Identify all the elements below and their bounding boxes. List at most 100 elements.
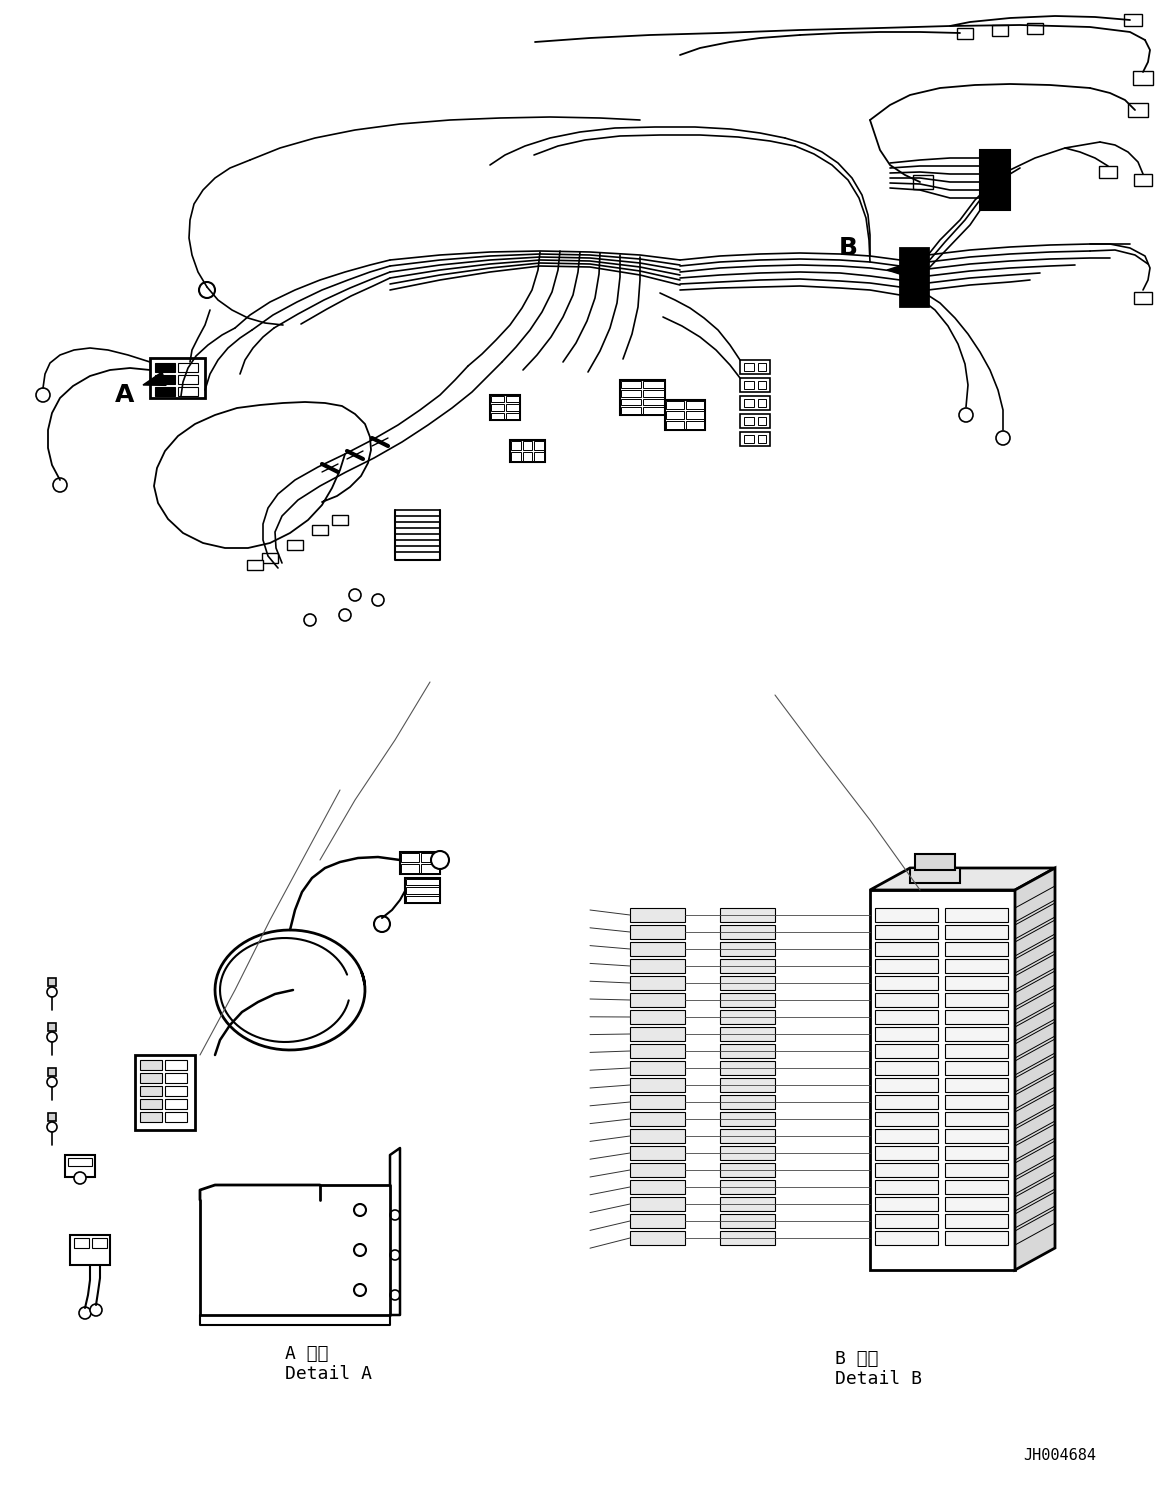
Bar xyxy=(178,375,198,384)
Bar xyxy=(665,400,705,430)
Bar xyxy=(744,381,754,388)
Circle shape xyxy=(959,408,973,423)
Bar xyxy=(1133,71,1153,85)
Bar xyxy=(957,27,973,39)
Bar xyxy=(135,1055,195,1129)
Bar xyxy=(1128,103,1148,118)
Bar xyxy=(630,1214,685,1228)
Bar xyxy=(165,1073,187,1083)
Bar xyxy=(630,1129,685,1143)
Bar xyxy=(1134,174,1153,186)
Bar xyxy=(946,976,1008,990)
Circle shape xyxy=(199,283,215,298)
Bar xyxy=(720,1231,775,1245)
Bar xyxy=(720,1196,775,1211)
Bar xyxy=(870,890,1015,1269)
Circle shape xyxy=(390,1210,400,1220)
Bar xyxy=(287,540,304,551)
Text: B: B xyxy=(839,237,858,260)
Bar xyxy=(643,381,664,388)
Bar xyxy=(946,942,1008,955)
Bar xyxy=(720,1027,775,1042)
Circle shape xyxy=(184,365,197,376)
Bar xyxy=(490,394,520,420)
Bar xyxy=(758,381,766,388)
Bar xyxy=(247,559,263,570)
Bar xyxy=(744,434,754,443)
Bar xyxy=(720,1061,775,1074)
Bar xyxy=(643,408,664,414)
Bar xyxy=(630,942,685,955)
Text: Detail B: Detail B xyxy=(835,1370,922,1388)
Circle shape xyxy=(47,987,57,997)
Circle shape xyxy=(47,1033,57,1042)
Bar xyxy=(405,878,440,903)
Bar xyxy=(946,958,1008,973)
Bar xyxy=(522,452,533,461)
Bar xyxy=(48,1113,56,1120)
Bar xyxy=(875,1027,939,1042)
Bar xyxy=(758,399,766,408)
Bar xyxy=(720,1180,775,1193)
Bar xyxy=(720,992,775,1007)
Bar xyxy=(178,363,198,372)
Bar xyxy=(491,412,504,420)
Bar xyxy=(875,1180,939,1193)
Bar xyxy=(621,381,642,388)
Bar xyxy=(331,515,348,525)
Bar xyxy=(720,1095,775,1109)
Bar xyxy=(140,1112,162,1122)
Bar xyxy=(946,1010,1008,1024)
Bar xyxy=(686,421,704,429)
Bar xyxy=(720,1045,775,1058)
Bar xyxy=(875,1095,939,1109)
Bar xyxy=(946,926,1008,939)
Bar xyxy=(875,1231,939,1245)
Bar xyxy=(630,1027,685,1042)
Bar xyxy=(875,976,939,990)
Bar xyxy=(620,379,665,415)
Bar xyxy=(165,1112,187,1122)
Bar xyxy=(401,853,419,862)
Circle shape xyxy=(36,388,50,402)
Circle shape xyxy=(47,1077,57,1088)
Bar xyxy=(744,417,754,426)
Bar xyxy=(401,865,419,873)
Circle shape xyxy=(374,917,390,931)
Circle shape xyxy=(74,1173,86,1184)
Circle shape xyxy=(431,851,449,869)
Bar xyxy=(875,942,939,955)
Bar xyxy=(744,399,754,408)
Bar xyxy=(150,359,205,397)
Bar xyxy=(720,1129,775,1143)
Bar xyxy=(506,396,519,402)
Bar xyxy=(262,554,278,562)
Bar xyxy=(506,405,519,411)
Bar xyxy=(875,1196,939,1211)
Bar xyxy=(630,1045,685,1058)
Bar xyxy=(534,452,544,461)
Bar xyxy=(744,363,754,371)
Bar xyxy=(406,887,438,894)
Bar xyxy=(643,390,664,396)
Bar xyxy=(946,1095,1008,1109)
Text: A: A xyxy=(115,382,135,408)
Circle shape xyxy=(79,1306,91,1318)
Bar xyxy=(140,1100,162,1109)
Bar xyxy=(511,452,521,461)
Bar xyxy=(740,414,770,429)
Text: B 詳細: B 詳細 xyxy=(835,1350,878,1367)
Circle shape xyxy=(90,1303,102,1315)
Circle shape xyxy=(354,1204,366,1216)
Bar xyxy=(400,853,440,873)
Bar xyxy=(720,1214,775,1228)
Bar xyxy=(92,1238,107,1248)
Bar xyxy=(165,1086,187,1097)
Bar xyxy=(506,412,519,420)
Bar xyxy=(630,1196,685,1211)
Circle shape xyxy=(53,478,67,493)
Bar xyxy=(140,1059,162,1070)
Bar xyxy=(946,1129,1008,1143)
Bar xyxy=(630,926,685,939)
Bar xyxy=(740,396,770,411)
